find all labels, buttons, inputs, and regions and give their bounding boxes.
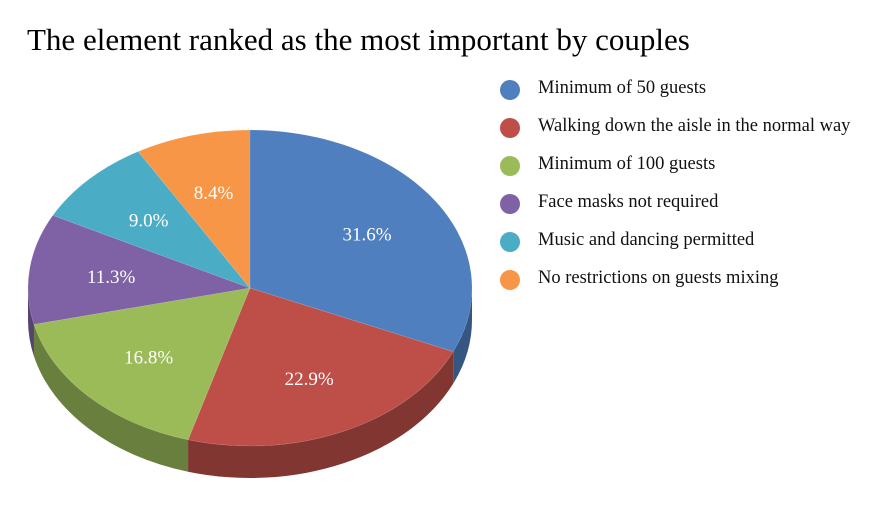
- pie-slice-minimum-of-100-guests: [33, 287, 251, 441]
- legend-label: Music and dancing permitted: [538, 230, 755, 250]
- pie-side-walking-down-the-aisle-in-the-normal-way: [188, 351, 454, 478]
- pie-slice-no-restrictions-on-guests-mixing: [137, 129, 251, 289]
- chart-title: The element ranked as the most important…: [27, 22, 690, 57]
- pie-slice-music-and-dancing-permitted: [52, 151, 251, 289]
- pie-data-labels: 31.6% 22.9% 16.8% 11.3% 9.0% 8.4%: [87, 183, 392, 390]
- legend-label: Minimum of 100 guests: [538, 154, 716, 174]
- data-label-walking-down-the-aisle-in-the-normal-way: 22.9%: [285, 369, 334, 390]
- legend-swatch: [500, 118, 520, 138]
- legend-swatch: [500, 270, 520, 290]
- pie-side-minimum-of-100-guests: [33, 324, 189, 472]
- data-label-minimum-of-100-guests: 16.8%: [124, 348, 173, 369]
- legend-swatch: [500, 156, 520, 176]
- data-label-minimum-of-50-guests: 31.6%: [343, 225, 392, 246]
- legend-swatch: [500, 80, 520, 100]
- legend-item-music-and-dancing-permitted: Music and dancing permitted: [498, 230, 878, 252]
- legend-item-minimum-of-100-guests: Minimum of 100 guests: [498, 154, 878, 176]
- legend-item-walking-down-the-aisle-in-the-normal-way: Walking down the aisle in the normal way: [498, 116, 878, 138]
- legend-label: No restrictions on guests mixing: [538, 268, 779, 288]
- legend-label: Face masks not required: [538, 192, 719, 212]
- legend-label: Minimum of 50 guests: [538, 78, 707, 98]
- data-label-music-and-dancing-permitted: 9.0%: [129, 210, 169, 231]
- pie-side-face-masks-not-required: [28, 288, 34, 357]
- legend-swatch: [500, 232, 520, 252]
- legend-item-face-masks-not-required: Face masks not required: [498, 192, 878, 214]
- pie-side-minimum-of-50-guests: [453, 288, 472, 384]
- pie-3d-sides: [28, 288, 472, 478]
- data-label-face-masks-not-required: 11.3%: [87, 267, 136, 288]
- data-label-no-restrictions-on-guests-mixing: 8.4%: [194, 183, 234, 204]
- legend-swatch: [500, 194, 520, 214]
- legend-label: Walking down the aisle in the normal way: [538, 116, 851, 136]
- pie-slice-face-masks-not-required: [27, 215, 252, 325]
- legend-item-minimum-of-50-guests: Minimum of 50 guests: [498, 78, 878, 100]
- pie-slice-walking-down-the-aisle-in-the-normal-way: [187, 287, 454, 447]
- pie-slices: [27, 129, 473, 447]
- legend-item-no-restrictions-on-guests-mixing: No restrictions on guests mixing: [498, 268, 878, 290]
- pie-slice-minimum-of-50-guests: [249, 129, 473, 353]
- legend: Minimum of 50 guests Walking down the ais…: [498, 78, 878, 290]
